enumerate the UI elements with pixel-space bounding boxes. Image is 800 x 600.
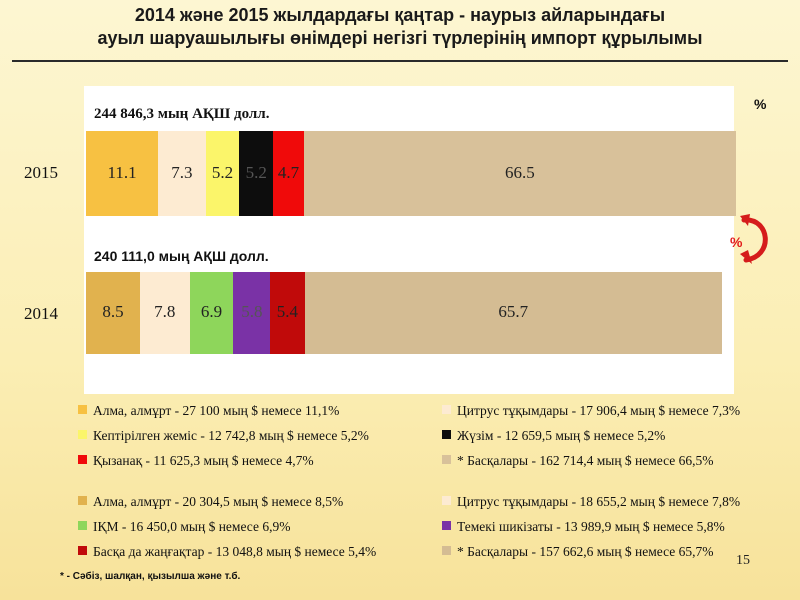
- bar-segment-2015-3: [205, 131, 240, 216]
- bar-segment-2014-5: [270, 272, 305, 354]
- legend-swatch: [78, 521, 87, 530]
- slide-title: 2014 және 2015 жылдардағы қаңтар - науры…: [0, 4, 800, 50]
- legend-item: Алма, алмұрт - 27 100 мың $ немесе 11,1%: [78, 403, 339, 419]
- legend-text: Темекі шикізаты - 13 989,9 мың $ немесе …: [457, 519, 725, 534]
- legend-swatch: [78, 455, 87, 464]
- segment-label-2014-6: 65.7: [498, 302, 529, 321]
- segment-label-2015-1: 11.1: [107, 162, 137, 182]
- segment-label-2014-4: 5.8: [241, 302, 263, 321]
- legend-text: Цитрус тұқымдары - 17 906,4 мың $ немесе…: [457, 403, 741, 418]
- bar-segment-2015-6: [303, 131, 736, 216]
- segment-label-2014-3: 6.9: [200, 302, 223, 321]
- bar-segment-2014-4: [233, 272, 271, 354]
- legend-swatch: [442, 455, 451, 464]
- legend-swatch: [78, 405, 87, 414]
- legend-item: Цитрус тұқымдары - 17 906,4 мың $ немесе…: [442, 403, 740, 419]
- legend-item: Жүзім - 12 659,5 мың $ немесе 5,2%: [442, 428, 665, 444]
- legend-text: Кептірілген жеміс - 12 742,8 мың $ немес…: [93, 428, 369, 443]
- legend-text: * Басқалары - 157 662,6 мың $ немесе 65,…: [457, 544, 714, 559]
- segment-label-2015-2: 7.3: [171, 162, 193, 182]
- segment-label-2015-6: 66.5: [505, 162, 535, 182]
- legend-text: ІҚМ - 16 450,0 мың $ немесе 6,9%: [93, 519, 291, 534]
- bar-segment-2014-6: [304, 272, 722, 354]
- legend-text: Цитрус тұқымдары - 18 655,2 мың $ немесе…: [457, 494, 741, 509]
- legend-swatch: [442, 521, 451, 530]
- bar-segment-2014-3: [189, 272, 234, 354]
- legend-item: Темекі шикізаты - 13 989,9 мың $ немесе …: [442, 519, 725, 535]
- legend-swatch: [78, 430, 87, 439]
- legend-text: Алма, алмұрт - 20 304,5 мың $ немесе 8,5…: [93, 494, 344, 509]
- legend-swatch: [78, 496, 87, 505]
- year-label-2015: 2015: [24, 163, 58, 182]
- legend-item: Алма, алмұрт - 20 304,5 мың $ немесе 8,5…: [78, 494, 343, 510]
- bar-segment-2014-2: [140, 272, 190, 354]
- title-line-1: 2014 және 2015 жылдардағы қаңтар - науры…: [134, 5, 666, 25]
- legend-swatch: [442, 496, 451, 505]
- percent-change-label: %: [730, 234, 743, 250]
- rotate-arrow-icon: [740, 214, 768, 264]
- segment-label-2015-4: 5.2: [245, 162, 267, 182]
- legend-item: ІҚМ - 16 450,0 мың $ немесе 6,9%: [78, 519, 290, 535]
- footnote: * - Сәбіз, шалқан, қызылша және т.б.: [60, 571, 241, 582]
- total-2014: 240 111,0 мың АҚШ долл.: [94, 248, 269, 264]
- page-number: 15: [736, 553, 750, 568]
- legend-swatch: [442, 546, 451, 555]
- bar-segment-2014-1: [86, 272, 140, 354]
- legend-item: * Басқалары - 162 714,4 мың $ немесе 66,…: [442, 453, 714, 469]
- legend-text: Басқа да жаңғақтар - 13 048,8 мың $ неме…: [93, 544, 377, 559]
- legend-swatch: [442, 405, 451, 414]
- legend-text: * Басқалары - 162 714,4 мың $ немесе 66,…: [457, 453, 714, 468]
- legend-swatch: [78, 546, 87, 555]
- legend-text: Қызанақ - 11 625,3 мың $ немесе 4,7%: [93, 453, 314, 468]
- percent-unit-label: %: [754, 96, 767, 112]
- legend-swatch: [442, 430, 451, 439]
- segment-label-2015-3: 5.2: [211, 162, 234, 182]
- bar-segment-2015-1: [86, 131, 159, 216]
- title-line-2: ауыл шаруашылығы өнімдері негізгі түрлер…: [97, 28, 703, 48]
- legend-item: Кептірілген жеміс - 12 742,8 мың $ немес…: [78, 428, 369, 444]
- legend-item: Цитрус тұқымдары - 18 655,2 мың $ немесе…: [442, 494, 740, 510]
- total-2015: 244 846,3 мың АҚШ долл.: [94, 106, 270, 122]
- legend-text: Жүзім - 12 659,5 мың $ немесе 5,2%: [457, 428, 666, 443]
- legend-item: Қызанақ - 11 625,3 мың $ немесе 4,7%: [78, 453, 314, 469]
- title-divider: [12, 60, 788, 62]
- segment-label-2014-1: 8.5: [102, 302, 124, 321]
- year-label-2014: 2014: [24, 304, 58, 323]
- segment-label-2014-2: 7.8: [154, 302, 176, 321]
- legend-item: Басқа да жаңғақтар - 13 048,8 мың $ неме…: [78, 544, 376, 560]
- bar-segment-2015-4: [239, 131, 274, 216]
- bar-segment-2015-2: [158, 131, 206, 216]
- legend-item: * Басқалары - 157 662,6 мың $ немесе 65,…: [442, 544, 714, 560]
- segment-label-2014-5: 5.4: [276, 302, 299, 321]
- bar-segment-2015-5: [273, 131, 304, 216]
- legend-text: Алма, алмұрт - 27 100 мың $ немесе 11,1%: [93, 403, 340, 418]
- segment-label-2015-5: 4.7: [277, 162, 300, 182]
